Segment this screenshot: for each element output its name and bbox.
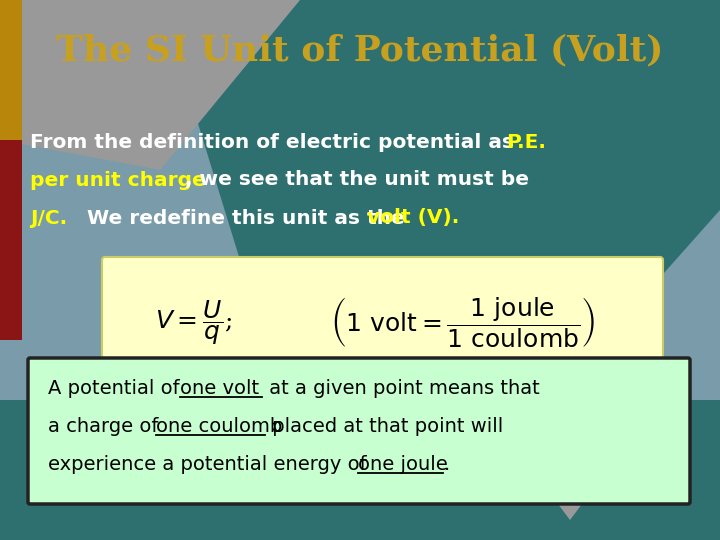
Text: one coulomb: one coulomb <box>156 416 282 435</box>
Text: $V = \dfrac{U}{q}$;: $V = \dfrac{U}{q}$; <box>155 299 232 347</box>
Polygon shape <box>0 0 300 170</box>
Text: , we see that the unit must be: , we see that the unit must be <box>185 171 529 190</box>
Text: A potential of: A potential of <box>48 379 186 397</box>
Text: experience a potential energy of: experience a potential energy of <box>48 455 373 474</box>
Text: J/C.: J/C. <box>30 208 67 227</box>
Bar <box>0 140 22 340</box>
Text: .: . <box>444 455 450 474</box>
Text: We redefine this unit as the: We redefine this unit as the <box>80 208 412 227</box>
Text: P.E.: P.E. <box>506 132 546 152</box>
Text: $\left(1\ \mathrm{volt} = \dfrac{1\ \mathrm{joule}}{1\ \mathrm{coulomb}}\right)$: $\left(1\ \mathrm{volt} = \dfrac{1\ \mat… <box>330 295 595 350</box>
Polygon shape <box>160 0 720 390</box>
Text: From the definition of electric potential as: From the definition of electric potentia… <box>30 132 521 152</box>
Text: The SI Unit of Potential (Volt): The SI Unit of Potential (Volt) <box>56 33 664 67</box>
Text: a charge of: a charge of <box>48 416 165 435</box>
Polygon shape <box>480 400 660 520</box>
Text: volt (V).: volt (V). <box>367 208 459 227</box>
Text: at a given point means that: at a given point means that <box>263 379 540 397</box>
Text: per unit charge: per unit charge <box>30 171 206 190</box>
Text: one volt: one volt <box>180 379 259 397</box>
Bar <box>0 0 22 140</box>
Text: placed at that point will: placed at that point will <box>266 416 503 435</box>
Bar <box>0 400 720 540</box>
Text: one joule: one joule <box>358 455 448 474</box>
FancyBboxPatch shape <box>28 358 690 504</box>
FancyBboxPatch shape <box>102 257 663 388</box>
